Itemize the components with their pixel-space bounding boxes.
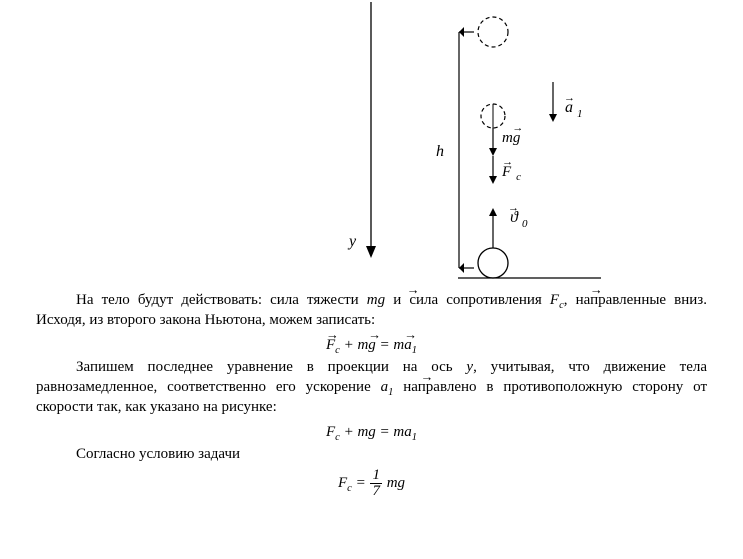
p1-text-a: На тело будут действовать: сила тяжести — [76, 292, 367, 308]
p1-Fc: F→c — [550, 292, 564, 308]
p2-a1: a→1 — [381, 379, 394, 395]
equation-2: Fc + mg = ma1 — [36, 422, 707, 442]
mid-position: mg→ F→c — [481, 104, 523, 184]
h-dimension: h — [436, 27, 474, 273]
fraction-1-7: 1 7 — [370, 468, 382, 499]
v0-vector: ϑ→0 — [489, 202, 528, 248]
figure-svg: y h mg — [36, 0, 743, 290]
fc-label: F→c — [501, 156, 521, 183]
physics-figure: y h mg — [36, 0, 707, 290]
a1-label: a→1 — [564, 92, 583, 120]
a1-vector: a→1 — [549, 82, 583, 122]
paragraph-2: Запишем последнее уравнение в проекции н… — [36, 357, 707, 418]
frac-num: 1 — [370, 468, 382, 484]
equation-1: F→c + mg→ = ma→1 — [36, 335, 707, 355]
top-position-circle — [478, 17, 508, 47]
y-axis: y — [347, 2, 376, 258]
h-label: h — [436, 143, 444, 160]
p2-text-a: Запишем последнее уравнение в проекции н… — [76, 359, 466, 375]
ball-solid — [478, 248, 508, 278]
frac-den: 7 — [370, 484, 382, 499]
eq3-rhs: mg — [387, 475, 405, 491]
paragraph-1: На тело будут действовать: сила тяжести … — [36, 290, 707, 331]
mg-label: mg→ — [502, 122, 523, 146]
page-root: y h mg — [0, 0, 743, 559]
y-axis-label: y — [347, 233, 357, 250]
equation-3: Fc = 1 7 mg — [36, 468, 707, 499]
v0-label: ϑ→0 — [508, 202, 528, 230]
p3-text: Согласно условию задачи — [76, 446, 240, 462]
paragraph-3: Согласно условию задачи — [36, 444, 707, 464]
p1-mg: mg→ — [367, 292, 385, 308]
